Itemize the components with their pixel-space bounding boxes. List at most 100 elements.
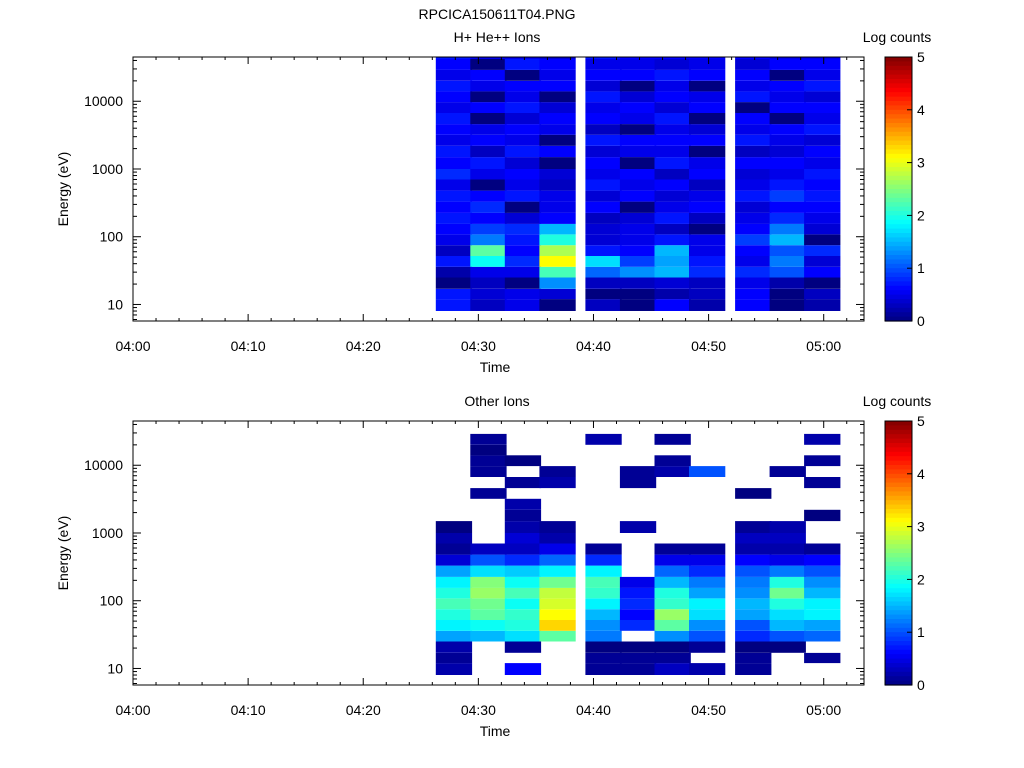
heatmap-cell xyxy=(435,113,473,125)
heatmap-cell xyxy=(769,521,806,533)
heatmap-cell xyxy=(619,466,657,477)
x-axis-label: Time xyxy=(480,723,511,739)
heatmap-cell xyxy=(769,543,806,555)
heatmap-cell xyxy=(689,145,726,158)
colorbar-segment xyxy=(885,118,912,124)
heatmap-cell xyxy=(619,477,657,489)
heatmap-cell xyxy=(585,288,622,300)
heatmap-cell xyxy=(470,245,507,256)
colorbar-label: Log counts xyxy=(863,393,932,409)
heatmap-cell xyxy=(585,190,622,202)
heatmap-cell xyxy=(539,190,576,202)
heatmap-cell xyxy=(585,169,622,180)
heatmap-cell xyxy=(654,234,691,246)
colorbar-segment xyxy=(885,241,912,247)
panel-1: H+ He++ Ions 04:00 04:10 04:20 04:30 04:40 04:… xyxy=(55,29,931,375)
colorbar-segment xyxy=(885,250,912,256)
heatmap-cells xyxy=(435,433,841,675)
colorbar-segment xyxy=(885,548,912,554)
colorbar-segment xyxy=(885,109,912,115)
heatmap-cell xyxy=(654,157,691,169)
heatmap-cell xyxy=(619,266,657,278)
heatmap-cell xyxy=(654,201,691,213)
heatmap-cell xyxy=(585,576,622,588)
heatmap-cell xyxy=(470,455,507,467)
heatmap-cell xyxy=(735,102,772,113)
panel-title: Other Ions xyxy=(464,393,529,409)
colorbar-tick-label: 0 xyxy=(917,677,925,693)
colorbar-segment xyxy=(885,522,912,528)
heatmap-cell xyxy=(504,201,542,213)
colorbar-segment xyxy=(885,482,912,488)
heatmap-cell xyxy=(689,169,726,180)
heatmap-cell xyxy=(539,277,576,289)
heatmap-cell xyxy=(585,124,622,135)
heatmap-cell xyxy=(504,59,542,70)
colorbar-segment xyxy=(885,513,912,519)
heatmap-cell xyxy=(470,91,507,103)
colorbar-segment xyxy=(885,487,912,492)
heatmap-cell xyxy=(735,609,772,620)
heatmap-cell xyxy=(435,663,473,675)
heatmap-cell xyxy=(689,59,726,70)
colorbar-segment xyxy=(885,544,912,550)
colorbar-segment xyxy=(885,145,912,150)
heatmap-cell xyxy=(769,134,806,146)
colorbar-segment xyxy=(885,316,912,322)
heatmap-cell xyxy=(689,157,726,169)
heatmap-cell xyxy=(504,277,542,289)
heatmap-cell xyxy=(585,433,622,445)
heatmap-cell xyxy=(539,169,576,180)
heatmap-cell xyxy=(654,124,691,135)
colorbar-segment xyxy=(885,206,912,212)
colorbar-segment xyxy=(885,65,912,71)
heatmap-cell xyxy=(470,80,507,92)
colorbar-segment xyxy=(885,167,912,172)
heatmap-cell xyxy=(504,477,542,489)
heatmap-cell xyxy=(619,57,657,59)
heatmap-cell xyxy=(769,91,806,103)
y-tick-label: 10000 xyxy=(84,457,123,473)
heatmap-cell xyxy=(435,543,473,555)
heatmap-cell xyxy=(539,69,576,81)
heatmap-cell xyxy=(470,466,507,477)
colorbar-label: Log counts xyxy=(863,29,932,45)
heatmap-cell xyxy=(504,620,542,631)
heatmap-cell xyxy=(504,587,542,599)
heatmap-cell xyxy=(735,630,772,642)
x-tick-label: 04:30 xyxy=(461,338,496,354)
colorbar-segment xyxy=(885,460,912,466)
colorbar-segment xyxy=(885,583,912,589)
heatmap-cell xyxy=(470,620,507,631)
heatmap-cell xyxy=(619,80,657,92)
heatmap-cell xyxy=(585,609,622,620)
heatmap-cell xyxy=(435,521,473,533)
heatmap-cell xyxy=(769,69,806,81)
heatmap-cell xyxy=(769,466,806,477)
heatmap-cell xyxy=(585,587,622,599)
heatmap-cell xyxy=(619,134,657,146)
colorbar-segment xyxy=(885,641,912,646)
heatmap-cell xyxy=(470,630,507,642)
heatmap-cell xyxy=(585,543,622,555)
colorbar-segment xyxy=(885,579,912,585)
heatmap-cell xyxy=(689,234,726,246)
colorbar-segment xyxy=(885,193,912,199)
heatmap-cell xyxy=(769,190,806,202)
heatmap-cell xyxy=(735,134,772,146)
heatmap-cell xyxy=(504,190,542,202)
heatmap-cell xyxy=(769,169,806,180)
colorbar-segment xyxy=(885,654,912,660)
heatmap-cell xyxy=(769,157,806,169)
heatmap-cell xyxy=(435,609,473,620)
heatmap-cell xyxy=(435,576,473,588)
heatmap-cell xyxy=(804,554,841,566)
heatmap-cell xyxy=(504,157,542,169)
heatmap-cell xyxy=(654,641,691,653)
heatmap-cell xyxy=(804,630,841,642)
heatmap-cell xyxy=(654,256,691,267)
heatmap-cell xyxy=(769,277,806,289)
heatmap-cell xyxy=(769,113,806,125)
heatmap-cell xyxy=(654,179,691,191)
heatmap-cell xyxy=(689,113,726,125)
